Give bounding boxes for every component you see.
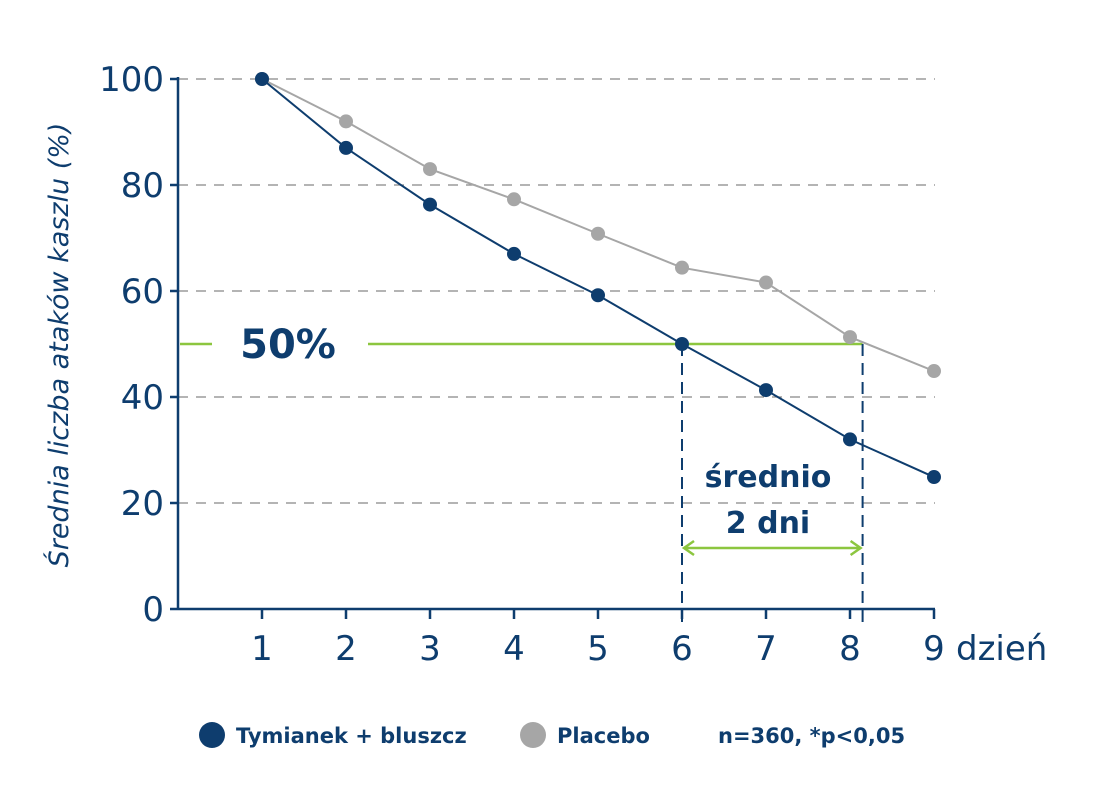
point-s1-x7 <box>759 275 773 290</box>
y-tick-label-60: 60 <box>121 272 164 312</box>
x-tick-label-6: 6 <box>671 629 693 669</box>
x-tick-label-2: 2 <box>335 629 357 669</box>
series-line-0 <box>261 78 935 478</box>
legend-marker-placebo <box>520 722 546 748</box>
y-tick-label-40: 40 <box>121 378 164 418</box>
point-s1-x2 <box>339 114 353 129</box>
legend-marker-tymianek <box>199 722 225 748</box>
point-s0-x7 <box>759 383 773 398</box>
x-tick-label-3: 3 <box>419 629 441 669</box>
x-tick-label-4: 4 <box>503 629 525 669</box>
point-s0-x5 <box>591 288 605 303</box>
x-tick-label-8: 8 <box>839 629 861 669</box>
x-tick-label-7: 7 <box>755 629 777 669</box>
point-s0-x9 <box>927 470 941 485</box>
point-s1-x8 <box>843 330 857 345</box>
annotation-line-2: 2 dni <box>726 506 810 541</box>
y-tick-label-20: 20 <box>121 484 164 524</box>
x-tick-label-5: 5 <box>587 629 609 669</box>
annotation-line-1: średnio <box>705 460 832 495</box>
annotation-arrowhead-right <box>849 539 863 557</box>
point-s0-x3 <box>423 197 437 212</box>
point-s0-x1 <box>255 72 269 86</box>
point-s1-x3 <box>423 162 437 177</box>
legend: Tymianek + bluszcz Placebo n=360, *p<0,0… <box>199 722 905 748</box>
x-axis-label: dzień <box>956 629 1047 669</box>
series-line-1 <box>261 78 935 372</box>
y-tick-label-0: 0 <box>142 590 164 630</box>
point-s1-x6 <box>675 260 689 275</box>
point-s1-x5 <box>591 226 605 241</box>
point-s1-x9 <box>927 364 941 379</box>
annotation-arrowhead-left <box>681 539 695 557</box>
threshold-label: 50% <box>240 322 336 368</box>
legend-label-tymianek: Tymianek + bluszcz <box>236 724 467 748</box>
y-axis-label: Średnia liczba ataków kaszlu (%) <box>43 123 75 568</box>
x-tick-label-1: 1 <box>251 629 273 669</box>
footnote: n=360, *p<0,05 <box>718 724 905 748</box>
y-tick-label-100: 100 <box>99 60 164 100</box>
point-s0-x4 <box>507 246 521 261</box>
axes: 0 20 40 60 80 100 1 2 3 4 5 6 7 8 9 <box>99 60 945 669</box>
grid-lines <box>178 78 935 504</box>
x-tick-label-9: 9 <box>923 629 945 669</box>
y-tick-label-80: 80 <box>121 166 164 206</box>
point-s0-x6 <box>675 337 689 351</box>
labels: Średnia liczba ataków kaszlu (%) dzień 5… <box>43 123 1047 669</box>
legend-label-placebo: Placebo <box>557 724 650 748</box>
point-s0-x8 <box>843 432 857 447</box>
point-s0-x2 <box>339 140 353 155</box>
point-s1-x4 <box>507 192 521 207</box>
annotation-group <box>681 344 864 623</box>
series-group <box>255 72 941 485</box>
